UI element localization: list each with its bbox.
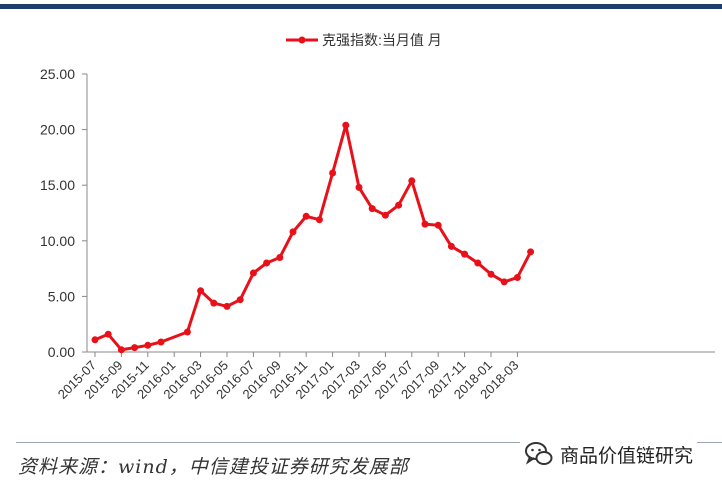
data-point bbox=[197, 287, 205, 295]
data-point bbox=[474, 259, 482, 267]
data-point bbox=[157, 338, 165, 346]
data-point bbox=[355, 183, 363, 191]
series-line bbox=[94, 123, 532, 352]
data-point bbox=[408, 177, 416, 185]
data-point bbox=[117, 346, 125, 354]
data-point bbox=[91, 336, 99, 344]
y-tick-label: 15.00 bbox=[40, 177, 75, 193]
data-point bbox=[381, 211, 389, 219]
x-axis-ticks: 2015-072015-092015-112016-012016-032016-… bbox=[55, 352, 522, 402]
data-point bbox=[183, 328, 191, 336]
top-rule bbox=[0, 4, 722, 9]
data-point bbox=[223, 302, 231, 310]
data-point bbox=[421, 220, 429, 228]
data-point bbox=[527, 248, 535, 256]
y-tick-label: 20.00 bbox=[40, 122, 75, 138]
chart: 克强指数:当月值 月 0.00 5.00 10.00 15.00 20.00 25.00 … bbox=[0, 12, 722, 440]
data-point bbox=[500, 278, 508, 286]
watermark: 商品价值链研究 bbox=[520, 439, 698, 469]
data-point bbox=[447, 242, 455, 250]
data-point bbox=[329, 169, 337, 177]
data-point bbox=[144, 341, 152, 349]
data-point bbox=[104, 330, 112, 338]
data-point bbox=[131, 344, 139, 352]
y-tick-label: 25.00 bbox=[40, 66, 75, 82]
data-point bbox=[342, 121, 350, 129]
data-point bbox=[302, 212, 310, 220]
y-axis-ticks: 0.00 5.00 10.00 15.00 20.00 25.00 bbox=[40, 66, 87, 360]
watermark-label: 商品价值链研究 bbox=[560, 444, 694, 467]
data-point bbox=[434, 221, 442, 229]
footer-rule bbox=[16, 442, 722, 443]
legend: 克强指数:当月值 月 bbox=[286, 32, 442, 48]
legend-marker bbox=[298, 36, 306, 44]
legend-label: 克强指数:当月值 月 bbox=[322, 32, 442, 48]
source-note: 资料来源：wind，中信建投证券研究发展部 bbox=[18, 456, 409, 478]
data-point bbox=[263, 259, 271, 267]
series-layer bbox=[91, 121, 535, 354]
data-point bbox=[210, 299, 218, 307]
y-tick-label: 5.00 bbox=[48, 288, 75, 304]
data-point bbox=[487, 270, 495, 278]
y-tick-label: 10.00 bbox=[40, 233, 75, 249]
data-point bbox=[315, 216, 323, 224]
data-point bbox=[236, 296, 244, 304]
data-point bbox=[395, 201, 403, 209]
wechat-icon bbox=[525, 442, 553, 465]
y-tick-label: 0.00 bbox=[48, 344, 75, 360]
data-point bbox=[289, 228, 297, 236]
data-point bbox=[368, 205, 376, 213]
data-point bbox=[249, 269, 257, 277]
data-point bbox=[513, 274, 521, 281]
data-point bbox=[276, 254, 284, 261]
line-chart-svg: 克强指数:当月值 月 0.005.0010.0015.0020.0025.00 … bbox=[40, 32, 715, 402]
data-point bbox=[461, 250, 469, 258]
